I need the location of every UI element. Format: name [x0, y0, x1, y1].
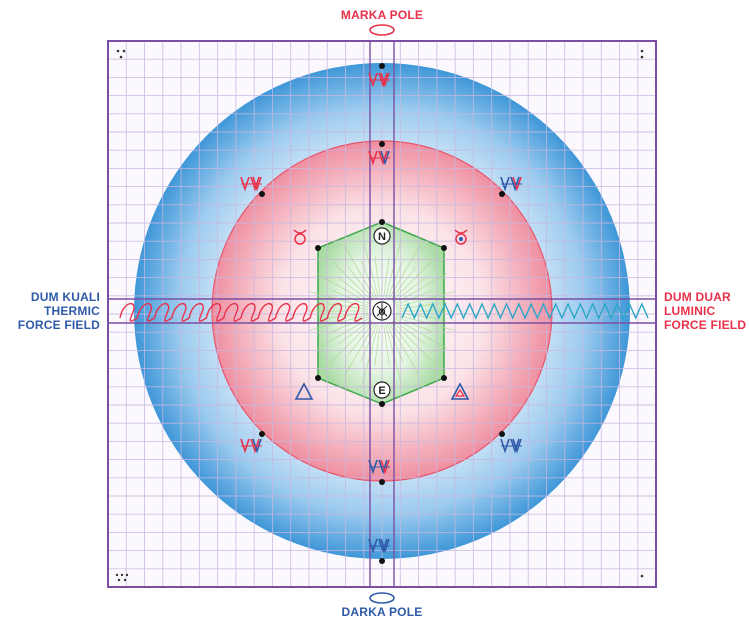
- double-v-glyph-icon: [368, 459, 390, 475]
- thermic-field-label: DUM KUALI THERMIC FORCE FIELD: [17, 290, 100, 332]
- darka-pole-label: DARKA POLE: [341, 605, 423, 619]
- north-badge: N: [373, 227, 391, 245]
- svg-text:E: E: [378, 385, 385, 397]
- corner-marks: [115, 49, 644, 582]
- double-v-glyph-icon: [368, 72, 390, 88]
- node-dots: [259, 63, 505, 564]
- double-v-glyph-icon: [240, 438, 262, 454]
- double-v-glyph-icon: [368, 538, 390, 554]
- center-emblem: O: [372, 301, 392, 321]
- central-axes: [108, 41, 656, 587]
- taurus-symbol-icon: [454, 229, 468, 245]
- marka-pole-label: MARKA POLE: [340, 8, 424, 22]
- thermic-force-wave: [119, 303, 363, 322]
- double-v-glyph-icon: [500, 438, 522, 454]
- luminic-field-label: DUM DUAR LUMINIC FORCE FIELD: [664, 290, 747, 332]
- marka-pole-ring-icon: [369, 24, 395, 36]
- center-letter: O: [378, 307, 385, 317]
- svg-text:N: N: [378, 231, 386, 243]
- glyph-markers: [240, 72, 522, 554]
- coordinate-grid: [108, 41, 656, 587]
- darka-pole-ring-icon: [369, 592, 395, 604]
- diagram-frame: [107, 40, 657, 588]
- east-badge: E: [373, 381, 391, 399]
- double-v-glyph-icon: [500, 176, 522, 192]
- triangle-symbol-icon: [450, 382, 470, 400]
- triangle-symbol-icon: [294, 382, 314, 400]
- luminic-force-wave: [401, 302, 649, 320]
- double-v-glyph-icon: [368, 150, 390, 166]
- taurus-symbol-icon: [293, 229, 307, 245]
- double-v-glyph-icon: [240, 176, 262, 192]
